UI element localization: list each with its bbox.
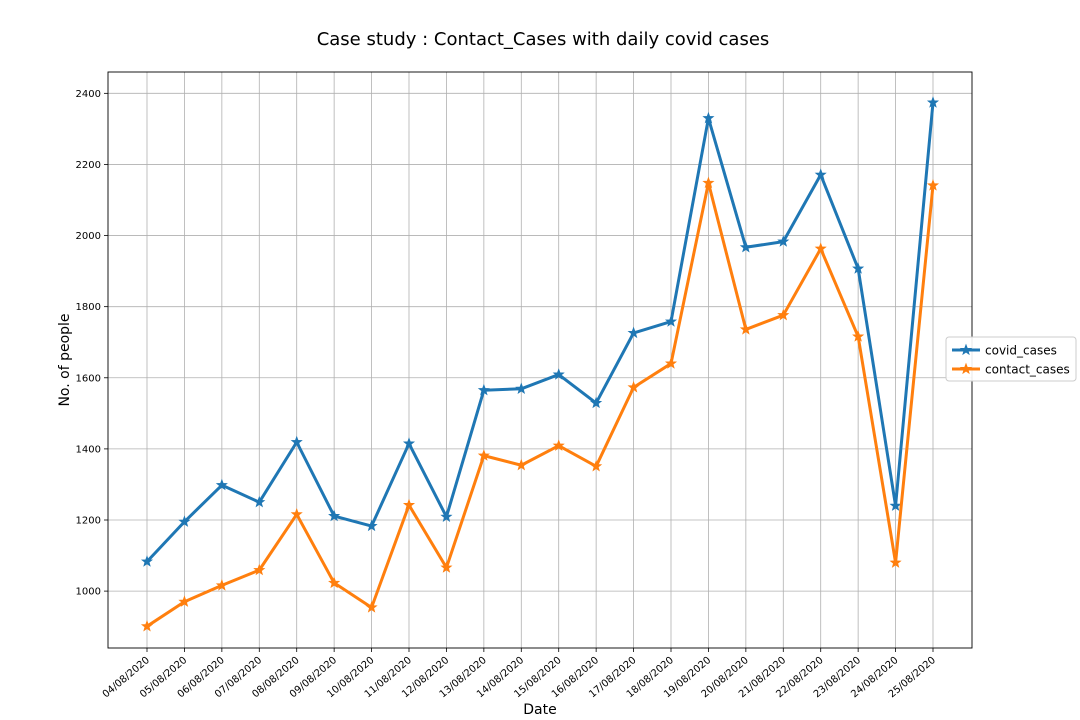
- data-point: [739, 323, 752, 335]
- plot-frame: [107, 71, 973, 649]
- data-point: [852, 262, 865, 274]
- data-point: [814, 168, 827, 180]
- data-point: [664, 357, 678, 369]
- x-axis-label: Date: [523, 702, 556, 718]
- y-tick-label: 1400: [76, 444, 101, 455]
- axes: 04/08/202005/08/202006/08/202007/08/2020…: [76, 71, 973, 700]
- data-point: [140, 555, 154, 567]
- data-point: [926, 179, 940, 191]
- data-point: [627, 326, 640, 339]
- series-line-covid_cases: [145, 102, 935, 563]
- legend-marker: [959, 343, 973, 356]
- data-point: [664, 315, 678, 327]
- data-point: [178, 515, 191, 527]
- data-point: [402, 437, 416, 449]
- data-point: [739, 240, 752, 253]
- data-point: [477, 449, 490, 461]
- legend-marker: [959, 362, 973, 375]
- data-point: [365, 601, 378, 613]
- data-point: [777, 235, 790, 247]
- data-point: [889, 499, 902, 511]
- series-contact_cases: [140, 176, 940, 632]
- data-point: [365, 519, 378, 532]
- data-point: [552, 368, 565, 380]
- data-point: [178, 595, 191, 607]
- data-point: [253, 563, 266, 576]
- series-covid_cases: [140, 96, 940, 567]
- data-point: [889, 556, 902, 568]
- legend-label: covid_cases: [985, 344, 1057, 358]
- series-layer: [140, 96, 940, 632]
- data-point: [777, 308, 790, 321]
- data-point: [814, 242, 827, 254]
- legend-item-contact_cases: contact_cases: [952, 363, 1070, 377]
- data-point: [702, 176, 715, 189]
- y-axis-label: No. of people: [57, 313, 73, 406]
- data-point: [253, 495, 266, 508]
- series-line-contact_cases: [146, 181, 935, 628]
- data-point: [290, 435, 303, 448]
- data-point: [290, 507, 303, 520]
- data-point: [477, 383, 490, 396]
- data-point: [552, 439, 565, 451]
- chart-title: Case study : Contact_Cases with daily co…: [317, 29, 770, 50]
- y-tick-label: 1600: [76, 373, 101, 384]
- data-point: [515, 382, 528, 394]
- grid: [108, 72, 972, 648]
- y-tick-label: 1200: [76, 516, 101, 527]
- data-point: [852, 330, 865, 342]
- legend-label: contact_cases: [985, 363, 1070, 377]
- data-point: [590, 396, 603, 409]
- y-tick-label: 2400: [76, 89, 101, 100]
- data-point: [215, 579, 228, 591]
- data-point: [702, 111, 715, 124]
- data-point: [140, 619, 154, 632]
- data-point: [926, 96, 940, 108]
- data-point: [440, 561, 453, 573]
- data-point: [328, 509, 341, 522]
- legend-item-covid_cases: covid_cases: [952, 344, 1057, 358]
- data-point: [590, 459, 603, 472]
- y-tick-label: 2000: [76, 231, 101, 242]
- y-tick-label: 1000: [76, 587, 101, 598]
- data-point: [328, 576, 341, 589]
- data-point: [515, 458, 528, 471]
- y-tick-label: 1800: [76, 302, 101, 313]
- data-point: [215, 478, 228, 491]
- data-point: [627, 381, 640, 393]
- legend: covid_cases contact_cases: [945, 336, 1077, 382]
- data-point: [402, 498, 416, 511]
- data-point: [440, 510, 453, 522]
- y-tick-label: 2200: [76, 160, 101, 171]
